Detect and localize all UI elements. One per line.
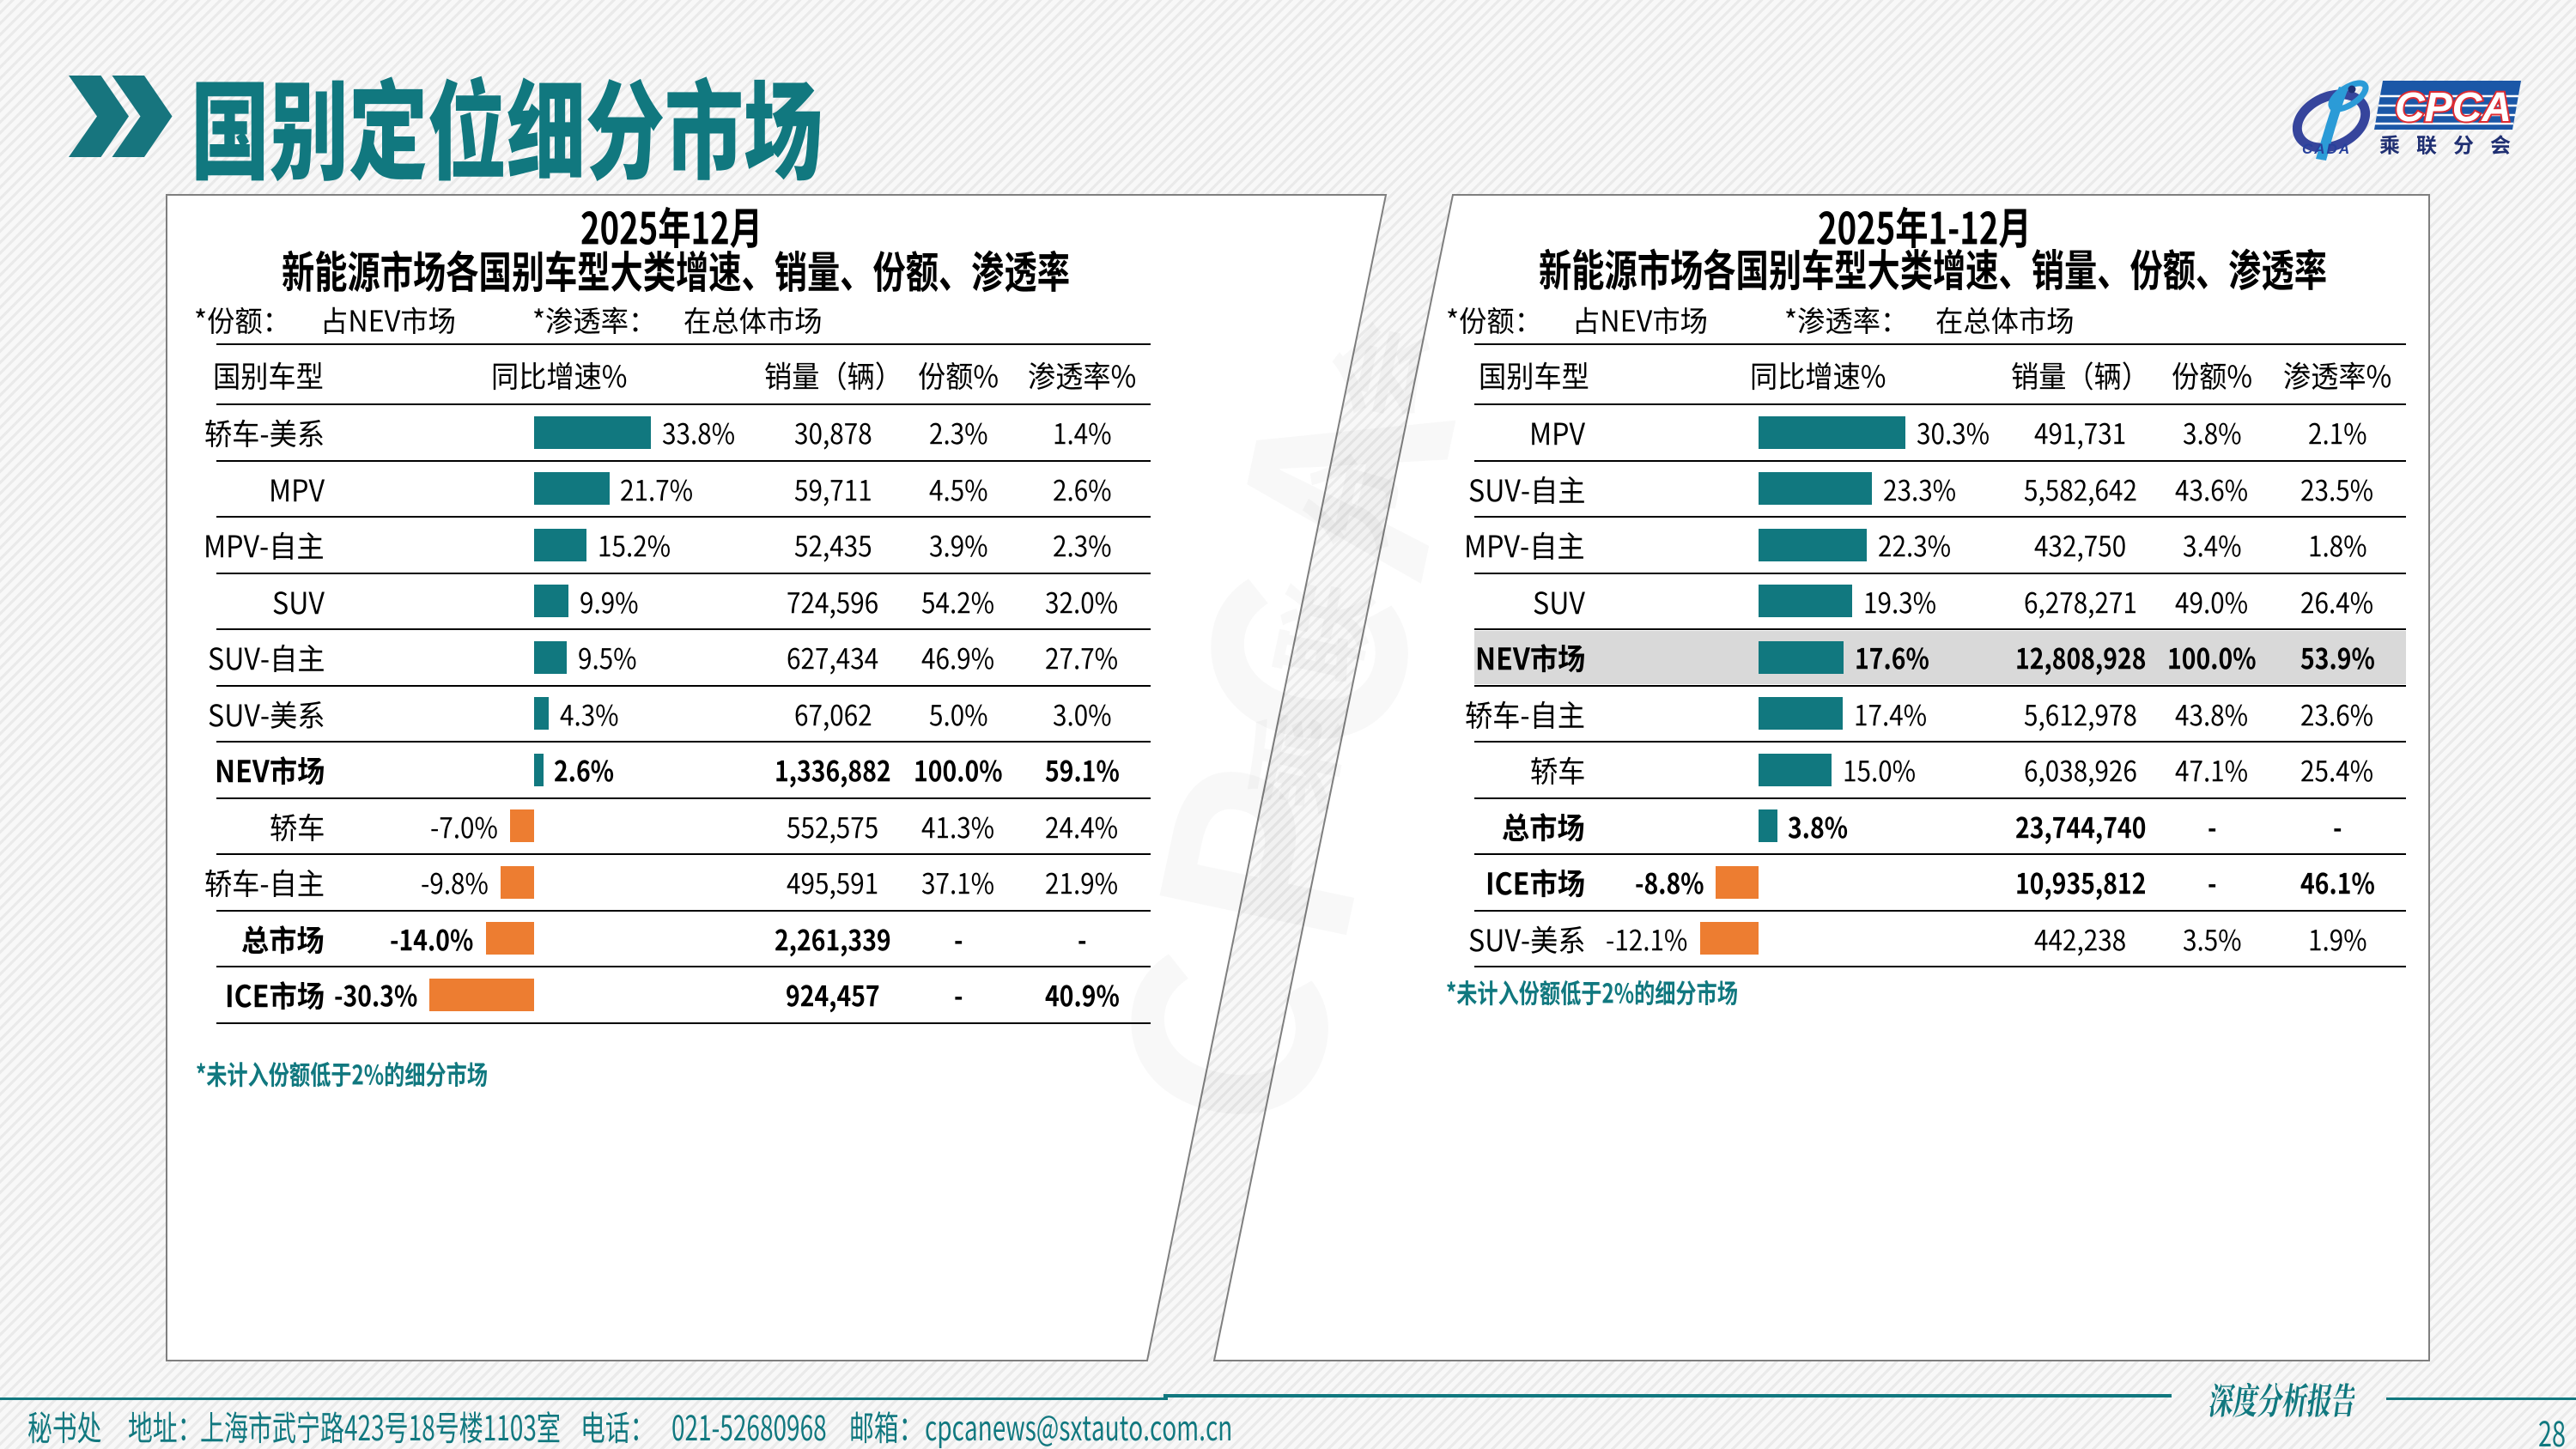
svg-text:CPCA: CPCA	[2395, 85, 2512, 130]
svg-text:CADA: CADA	[2302, 141, 2351, 157]
